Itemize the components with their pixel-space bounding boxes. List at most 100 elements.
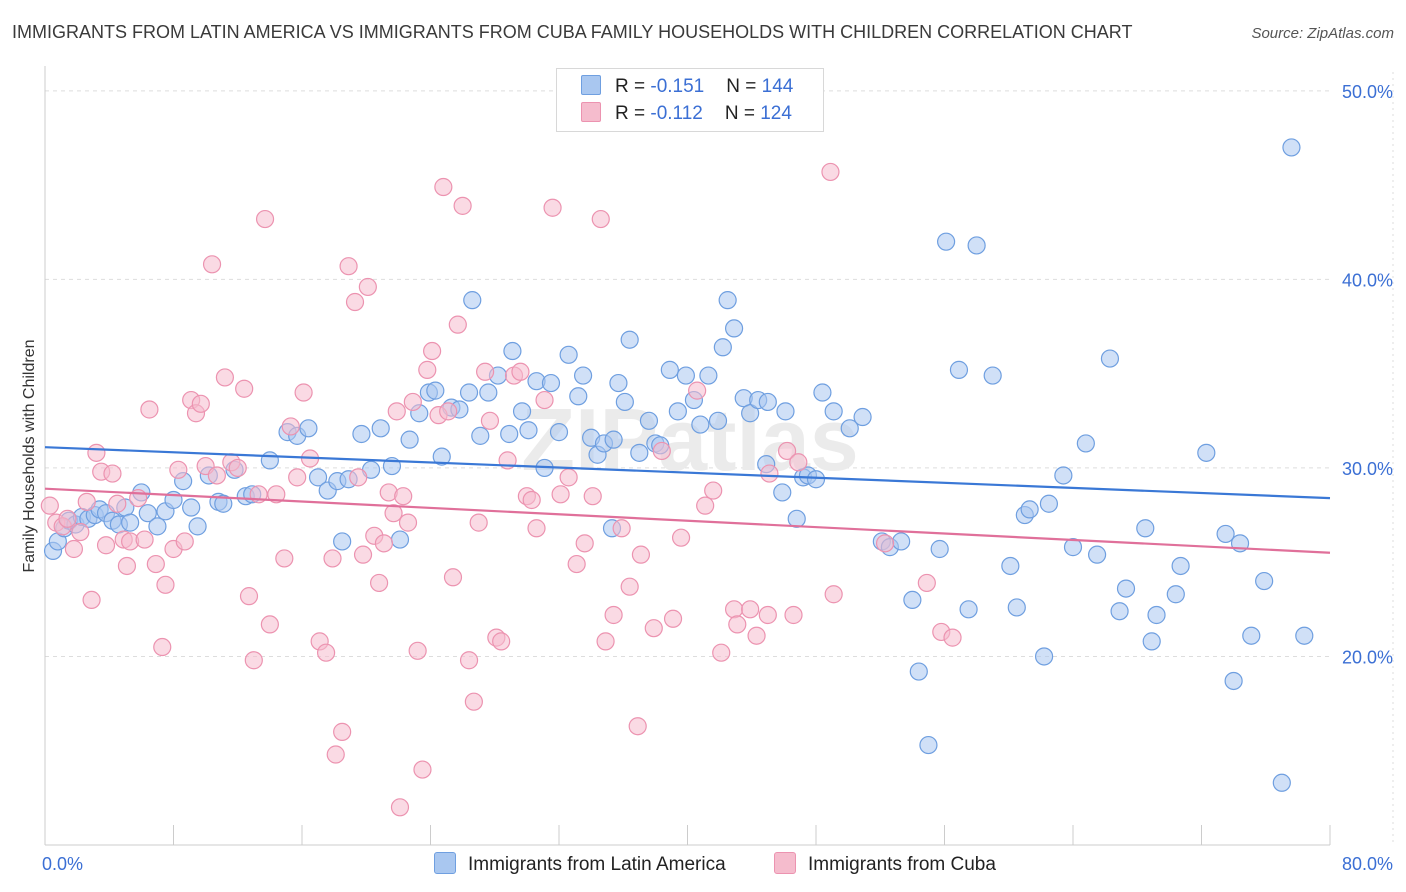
trendline-latin-america (44, 446, 1331, 500)
point-cuba (628, 717, 647, 736)
point-latin-america (639, 411, 659, 430)
point-latin-america (500, 424, 519, 444)
point-latin-america (699, 366, 718, 385)
legend-r-value: -0.151 (650, 76, 705, 97)
point-cuba (403, 392, 422, 412)
point-cuba (326, 745, 345, 764)
legend-r-label: R = (615, 103, 651, 124)
point-latin-america (919, 735, 938, 755)
point-cuba (77, 492, 96, 511)
legend-swatch-blue (581, 75, 601, 95)
point-cuba (288, 468, 307, 487)
point-cuba (671, 528, 691, 547)
series-legend: Immigrants from Latin America Immigrants… (0, 852, 1406, 878)
point-cuba (696, 496, 715, 515)
point-latin-america (260, 451, 279, 470)
legend-n-value: 124 (760, 103, 792, 124)
point-latin-america (1282, 138, 1301, 157)
point-cuba (228, 458, 247, 478)
point-cuba (267, 485, 286, 504)
legend-n-label: N = (724, 103, 761, 124)
point-cuba (652, 441, 671, 461)
point-cuba (704, 481, 723, 500)
point-cuba (784, 605, 803, 625)
point-cuba (235, 379, 254, 398)
point-latin-america (1054, 466, 1073, 485)
point-cuba (559, 468, 578, 487)
point-latin-america (853, 407, 872, 427)
point-latin-america (909, 662, 928, 681)
chart-title: IMMIGRANTS FROM LATIN AMERICA VS IMMIGRA… (12, 22, 1133, 42)
point-cuba (943, 628, 962, 647)
point-latin-america (549, 423, 569, 442)
correlation-legend: R = -0.151 N = 144 R = -0.112 N = 124 (556, 68, 824, 132)
y-tick-label: 20.0% (1342, 647, 1393, 667)
point-latin-america (713, 338, 732, 357)
point-cuba (875, 534, 895, 553)
point-latin-america (937, 232, 956, 251)
point-cuba (434, 177, 453, 197)
point-latin-america (1197, 443, 1216, 462)
point-cuba (453, 196, 472, 215)
point-cuba (117, 556, 137, 576)
legend-row-latin-america: R = -0.151 N = 144 (581, 75, 793, 99)
point-latin-america (1272, 773, 1291, 792)
point-latin-america (758, 392, 777, 412)
point-cuba (591, 209, 610, 229)
point-cuba (469, 513, 488, 532)
point-cuba (663, 609, 683, 628)
point-cuba (384, 504, 403, 523)
point-cuba (169, 460, 188, 479)
point-cuba (153, 637, 172, 657)
point-latin-america (463, 291, 482, 310)
point-latin-america (930, 539, 949, 559)
point-latin-america (676, 366, 695, 385)
point-cuba (728, 615, 747, 634)
point-cuba (418, 360, 437, 379)
legend-row-cuba: R = -0.112 N = 124 (581, 102, 792, 126)
point-cuba (522, 490, 541, 510)
point-latin-america (148, 517, 167, 536)
point-latin-america (182, 498, 201, 517)
point-cuba (140, 400, 159, 419)
legend-n-label: N = (726, 76, 762, 97)
point-cuba (333, 722, 352, 741)
point-latin-america (615, 392, 634, 412)
point-cuba (413, 760, 432, 779)
point-cuba (281, 417, 300, 436)
point-cuba (390, 798, 410, 817)
point-latin-america (1001, 556, 1020, 576)
point-latin-america (718, 291, 737, 310)
point-cuba (71, 522, 90, 542)
point-latin-america (773, 483, 792, 502)
series-legend-latin-america[interactable]: Immigrants from Latin America (434, 852, 726, 876)
point-latin-america (214, 494, 233, 513)
point-cuba (575, 534, 594, 553)
point-cuba (688, 381, 707, 400)
point-cuba (40, 496, 59, 515)
point-latin-america (299, 419, 318, 438)
point-cuba (398, 513, 418, 532)
point-latin-america (949, 360, 969, 379)
point-latin-america (630, 443, 649, 462)
source-label: Source: ZipAtlas.com (1251, 25, 1394, 42)
legend-r-label: R = (615, 76, 651, 97)
point-cuba (408, 641, 427, 660)
point-cuba (374, 534, 394, 553)
point-latin-america (512, 402, 532, 421)
point-latin-america (609, 373, 628, 393)
point-cuba (103, 464, 122, 483)
legend-r-value: -0.112 (650, 103, 703, 124)
point-latin-america (519, 421, 538, 440)
point-cuba (339, 257, 358, 276)
point-latin-america (459, 383, 479, 402)
trend-layer (44, 446, 1331, 554)
point-cuba (492, 632, 511, 651)
point-cuba (511, 362, 530, 381)
point-cuba (724, 600, 744, 619)
point-cuba (464, 692, 483, 711)
y-tick-label: 30.0% (1342, 459, 1393, 479)
point-latin-america (813, 383, 832, 402)
series-legend-cuba[interactable]: Immigrants from Cuba (774, 852, 996, 876)
point-cuba (476, 362, 495, 381)
